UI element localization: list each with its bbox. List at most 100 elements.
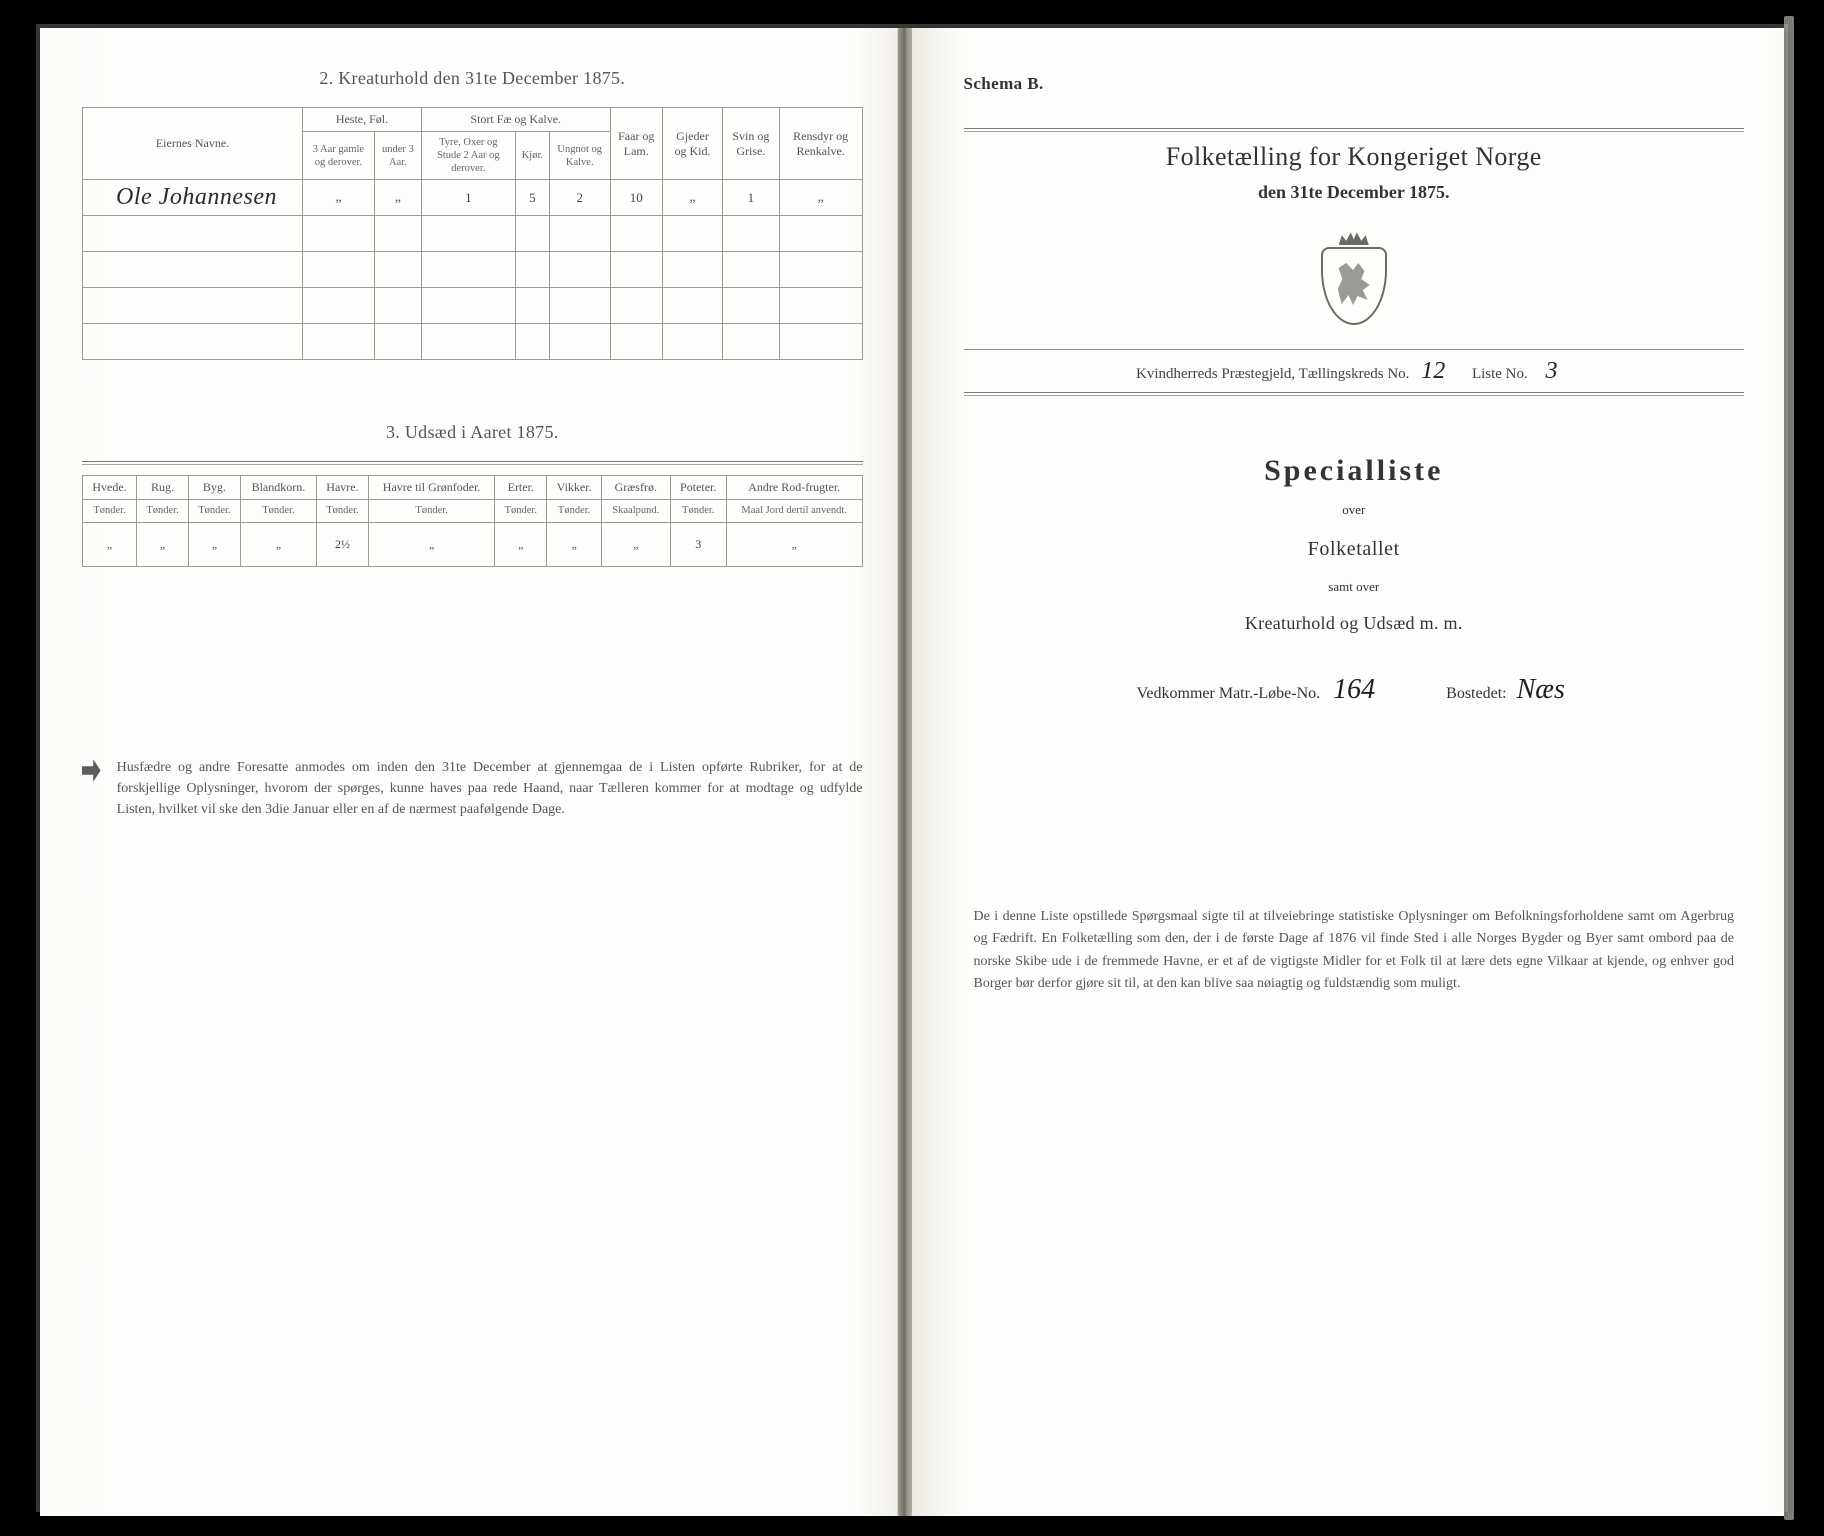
sub: Skaalpund.: [602, 500, 671, 522]
col-ren: Rensdyr og Renkalve.: [779, 108, 862, 180]
col-hvede: Hvede.: [83, 476, 137, 500]
sub: Tønder.: [83, 500, 137, 522]
col-oxe: Tyre, Oxer og Stude 2 Aar og derover.: [421, 132, 515, 180]
coat-of-arms-icon: [1311, 231, 1397, 325]
cell: „: [602, 522, 671, 566]
footnote-text: Husfædre og andre Foresatte anmodes om i…: [117, 757, 863, 820]
footnote: Husfædre og andre Foresatte anmodes om i…: [82, 757, 863, 820]
col-vikker: Vikker.: [547, 476, 602, 500]
owner-name: Ole Johannesen: [83, 180, 303, 216]
bostedet: Næs: [1511, 674, 1571, 706]
cell: „: [374, 180, 421, 216]
folketallet: Folketallet: [964, 538, 1745, 561]
cell: 1: [421, 180, 515, 216]
cell: „: [662, 180, 722, 216]
right-page: Schema B. Folketælling for Kongeriget No…: [912, 28, 1785, 1516]
seed-table: Hvede. Rug. Byg. Blandkorn. Havre. Havre…: [82, 475, 863, 566]
col-gjeder: Gjeder og Kid.: [662, 108, 722, 180]
census-title: Folketælling for Kongeriget Norge: [964, 142, 1745, 172]
table-row: „ „ „ „ 2½ „ „ „ „ 3 „: [83, 522, 863, 566]
pointing-hand-icon: [82, 757, 101, 785]
section3: 3. Udsæd i Aaret 1875. Hvede. Rug. Byg. …: [82, 422, 863, 566]
crown-icon: [1339, 231, 1369, 245]
col-ungnot: Ungnot og Kalve.: [549, 132, 610, 180]
col-rug: Rug.: [137, 476, 189, 500]
cell: „: [726, 522, 862, 566]
cell: 3: [670, 522, 726, 566]
table-row: [83, 216, 863, 252]
samt-over: samt over: [964, 579, 1745, 595]
col-owner: Eiernes Navne.: [83, 108, 303, 180]
col-rod: Andre Rod-frugter.: [726, 476, 862, 500]
col-havre-gron: Havre til Grønfoder.: [368, 476, 494, 500]
cell: 1: [723, 180, 780, 216]
sub: Tønder.: [188, 500, 240, 522]
rule: [964, 392, 1745, 396]
cell: „: [240, 522, 316, 566]
parish-line: Kvindherreds Præstegjeld, Tællingskreds …: [964, 358, 1745, 386]
col-bland: Blandkorn.: [240, 476, 316, 500]
col-faar: Faar og Lam.: [610, 108, 662, 180]
section3-title: 3. Udsæd i Aaret 1875.: [82, 422, 863, 443]
cell: „: [779, 180, 862, 216]
cell: „: [188, 522, 240, 566]
cell: „: [83, 522, 137, 566]
col-kjor: Kjør.: [515, 132, 549, 180]
group-heste: Heste, Føl.: [303, 108, 422, 132]
left-page: 2. Kreaturhold den 31te December 1875. E…: [40, 28, 898, 1516]
shield-icon: [1321, 247, 1387, 325]
explanatory-paragraph: De i denne Liste opstillede Spørgsmaal s…: [964, 906, 1745, 996]
col-byg: Byg.: [188, 476, 240, 500]
table-row: [83, 288, 863, 324]
cell: 2: [549, 180, 610, 216]
section2-title: 2. Kreaturhold den 31te December 1875.: [82, 68, 863, 89]
page-edge-stack: [1784, 16, 1794, 1520]
sub: Tønder.: [317, 500, 369, 522]
cell: „: [303, 180, 375, 216]
cell: „: [368, 522, 494, 566]
liste-label: Liste No.: [1472, 366, 1528, 382]
livestock-table: Eiernes Navne. Heste, Føl. Stort Fæ og K…: [82, 107, 863, 360]
cell: 10: [610, 180, 662, 216]
col-h-old: 3 Aar gamle og derover.: [303, 132, 375, 180]
cell: „: [495, 522, 547, 566]
kreaturhold-line: Kreaturhold og Udsæd m. m.: [964, 613, 1745, 634]
liste-no: 3: [1532, 358, 1572, 386]
book-gutter: [898, 28, 912, 1516]
cell: „: [137, 522, 189, 566]
rule: [964, 128, 1745, 132]
matr-line: Vedkommer Matr.-Løbe-No. 164 Bostedet: N…: [964, 674, 1745, 706]
cell: 2½: [317, 522, 369, 566]
sub: Tønder.: [547, 500, 602, 522]
col-havre: Havre.: [317, 476, 369, 500]
col-erter: Erter.: [495, 476, 547, 500]
table-row: Ole Johannesen „ „ 1 5 2 10 „ 1 „: [83, 180, 863, 216]
rule: [82, 461, 863, 465]
sub: Tønder.: [137, 500, 189, 522]
sub: Tønder.: [495, 500, 547, 522]
table-row: [83, 324, 863, 360]
rule: [964, 349, 1745, 350]
table-row: [83, 252, 863, 288]
col-svin: Svin og Grise.: [723, 108, 780, 180]
group-stort: Stort Fæ og Kalve.: [421, 108, 610, 132]
col-h-young: under 3 Aar.: [374, 132, 421, 180]
specialliste-heading: Specialliste: [964, 454, 1745, 488]
bostedet-label: Bostedet:: [1446, 685, 1506, 702]
census-date: den 31te December 1875.: [964, 182, 1745, 203]
sub: Tønder.: [670, 500, 726, 522]
sub: Tønder.: [368, 500, 494, 522]
book-spread: 2. Kreaturhold den 31te December 1875. E…: [40, 28, 1784, 1516]
sub: Tønder.: [240, 500, 316, 522]
parish-prefix: Kvindherreds Præstegjeld, Tællingskreds …: [1136, 366, 1409, 382]
col-graafro: Græsfrø.: [602, 476, 671, 500]
cell: „: [547, 522, 602, 566]
col-poteter: Poteter.: [670, 476, 726, 500]
matr-prefix: Vedkommer Matr.-Løbe-No.: [1137, 685, 1321, 702]
sub: Maal Jord dertil anvendt.: [726, 500, 862, 522]
lion-icon: [1335, 259, 1373, 309]
kreds-no: 12: [1413, 358, 1453, 386]
schema-label: Schema B.: [964, 74, 1745, 94]
matr-no: 164: [1324, 674, 1384, 706]
over-label-1: over: [964, 502, 1745, 518]
